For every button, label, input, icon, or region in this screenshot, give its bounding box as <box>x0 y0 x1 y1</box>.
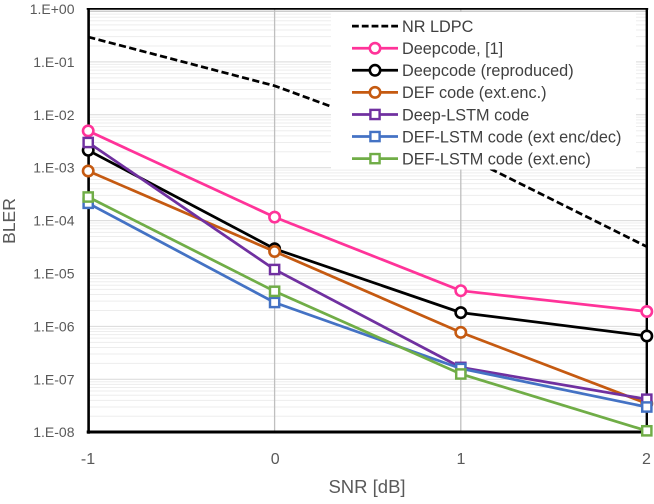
svg-text:1.E-03: 1.E-03 <box>33 160 74 176</box>
svg-text:1.E-06: 1.E-06 <box>33 318 74 334</box>
svg-text:Deepcode, [1]: Deepcode, [1] <box>402 40 503 58</box>
svg-text:1.E-01: 1.E-01 <box>33 54 74 70</box>
svg-text:DEF-LSTM code (ext.enc): DEF-LSTM code (ext.enc) <box>402 150 591 168</box>
svg-text:0: 0 <box>271 451 280 468</box>
svg-text:Deepcode (reproduced): Deepcode (reproduced) <box>402 62 574 80</box>
svg-text:1: 1 <box>456 451 465 468</box>
svg-text:1.E+00: 1.E+00 <box>30 1 75 17</box>
svg-text:Deep-LSTM code: Deep-LSTM code <box>402 106 529 124</box>
svg-text:1.E-07: 1.E-07 <box>33 371 74 387</box>
svg-text:DEF code (ext.enc.): DEF code (ext.enc.) <box>402 84 547 102</box>
svg-text:NR LDPC: NR LDPC <box>402 18 474 36</box>
svg-text:-1: -1 <box>81 451 95 468</box>
svg-text:1.E-08: 1.E-08 <box>33 424 74 440</box>
svg-text:SNR [dB]: SNR [dB] <box>328 476 405 497</box>
svg-text:DEF-LSTM code (ext enc/dec): DEF-LSTM code (ext enc/dec) <box>402 128 621 146</box>
svg-text:BLER: BLER <box>0 198 19 244</box>
svg-text:1.E-02: 1.E-02 <box>33 107 74 123</box>
svg-text:2: 2 <box>642 451 651 468</box>
svg-text:1.E-04: 1.E-04 <box>33 213 74 229</box>
svg-text:1.E-05: 1.E-05 <box>33 266 74 282</box>
